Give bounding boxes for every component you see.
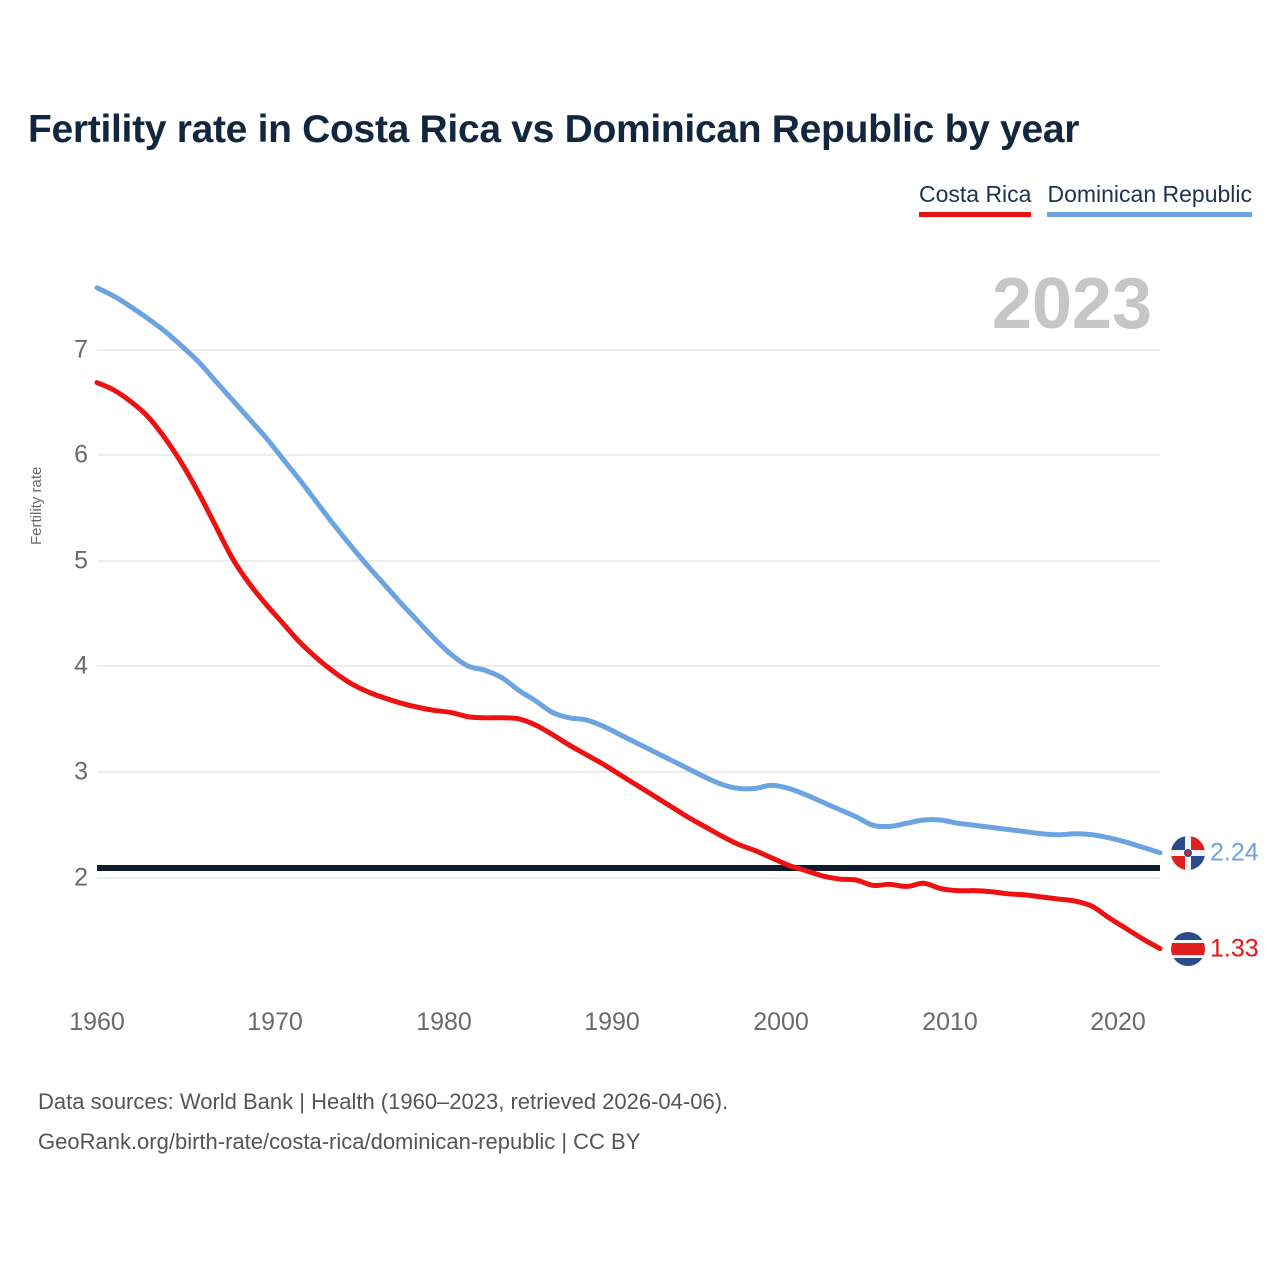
y-axis-ticks: 7 6 5 4 3 2 <box>58 0 88 1280</box>
footer-attribution: GeoRank.org/birth-rate/costa-rica/domini… <box>38 1129 641 1154</box>
x-tick-1980: 1980 <box>416 1008 472 1036</box>
gridlines <box>97 349 1160 879</box>
legend-item-dominican-republic[interactable]: Dominican Republic <box>1047 183 1252 217</box>
end-label-costa-rica: 1.33 <box>1210 934 1259 963</box>
y-tick-7: 7 <box>74 335 88 364</box>
y-tick-5: 5 <box>74 546 88 575</box>
x-tick-1960: 1960 <box>69 1008 125 1036</box>
x-tick-2020: 2020 <box>1090 1008 1146 1036</box>
y-tick-3: 3 <box>74 757 88 786</box>
x-tick-2010: 2010 <box>922 1008 978 1036</box>
year-watermark: 2023 <box>991 264 1152 344</box>
x-tick-2000: 2000 <box>753 1008 809 1036</box>
y-tick-4: 4 <box>74 651 88 680</box>
y-tick-6: 6 <box>74 440 88 469</box>
series-line-dominican-republic <box>94 285 1163 856</box>
flag-icon-costa-rica <box>1171 931 1205 966</box>
series-line-costa-rica <box>94 380 1163 952</box>
x-tick-1970: 1970 <box>247 1008 303 1036</box>
y-tick-2: 2 <box>74 863 88 892</box>
end-label-dominican-republic: 2.24 <box>1210 838 1259 867</box>
flag-icon-dominican-republic <box>1171 835 1205 870</box>
legend: Costa Rica Dominican Republic <box>918 183 1252 217</box>
legend-item-costa-rica[interactable]: Costa Rica <box>918 183 1032 217</box>
x-tick-1990: 1990 <box>584 1008 640 1036</box>
page-title: Fertility rate in Costa Rica vs Dominica… <box>28 108 1080 151</box>
footer-data-sources: Data sources: World Bank | Health (1960–… <box>38 1089 729 1114</box>
